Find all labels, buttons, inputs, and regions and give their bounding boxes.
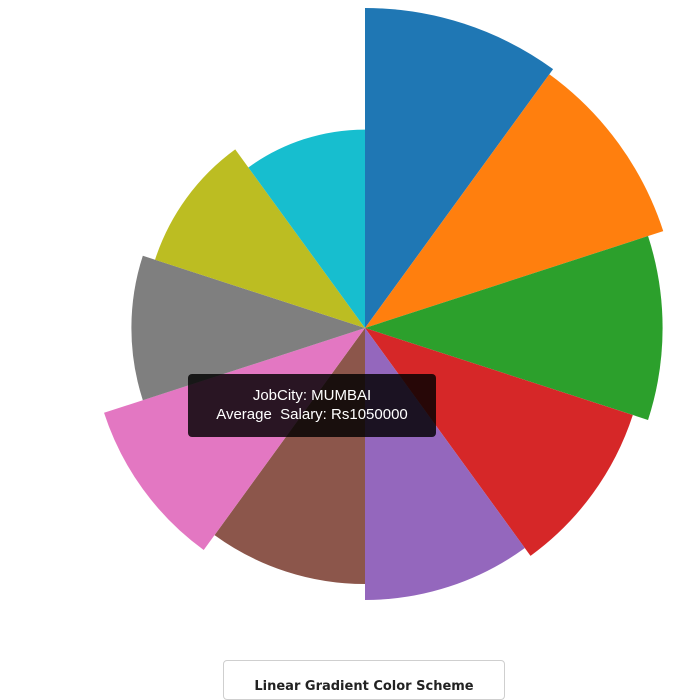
- pie-slice-2[interactable]: [365, 74, 664, 328]
- pie-slice-1[interactable]: [365, 8, 554, 328]
- tooltip-city-value: MUMBAI: [311, 387, 372, 404]
- tooltip-city-label: JobCity:: [252, 387, 307, 404]
- pie-slice-10[interactable]: [248, 129, 365, 328]
- color-scheme-button[interactable]: Linear Gradient Color Scheme: [223, 660, 505, 700]
- pie-slice-8[interactable]: [131, 255, 365, 401]
- pie-tooltip: JobCity: MUMBAI Average Salary: Rs105000…: [188, 374, 436, 437]
- tooltip-city-row: JobCity: MUMBAI: [188, 386, 436, 405]
- pie-slice-9[interactable]: [155, 149, 365, 328]
- tooltip-salary-label: Average Salary:: [216, 406, 327, 423]
- tooltip-salary-row: Average Salary: Rs1050000: [188, 405, 436, 424]
- pie-slice-3[interactable]: [365, 236, 663, 420]
- tooltip-salary-value: Rs1050000: [331, 406, 408, 423]
